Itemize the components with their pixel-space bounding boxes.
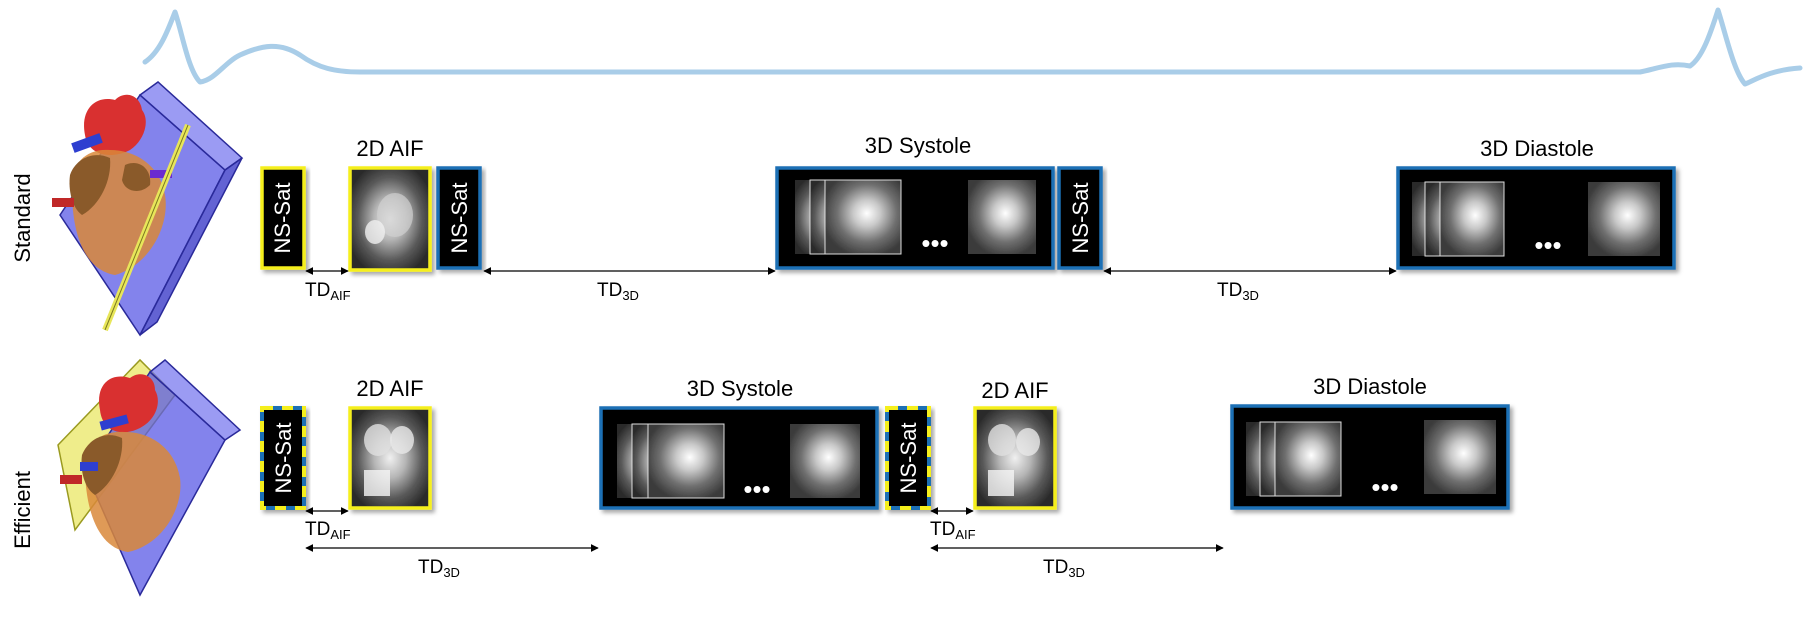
delay-label-td-3d: TD3D bbox=[418, 557, 460, 580]
delay-label-td-aif: TDAIF bbox=[305, 519, 351, 542]
nssat-label: NS-Sat bbox=[271, 423, 296, 494]
delay-label-td-3d: TD3D bbox=[1217, 280, 1259, 303]
nssat-block-dashed: NS-Sat bbox=[260, 406, 306, 510]
aif-image-block bbox=[973, 406, 1057, 510]
block-title-3d-diastole: 3D Diastole bbox=[1480, 136, 1594, 161]
heart-illustration-standard bbox=[52, 81, 244, 337]
delay-label-td-3d: TD3D bbox=[1043, 557, 1085, 580]
ecg-trace bbox=[142, 7, 1803, 87]
aif-image-block bbox=[348, 406, 432, 510]
block-title-2d-aif: 2D AIF bbox=[356, 376, 423, 401]
delay-label-td-aif: TDAIF bbox=[305, 280, 351, 303]
nssat-block-blue: NS-Sat bbox=[436, 166, 482, 270]
3d-diastole-block: ••• bbox=[1230, 404, 1510, 510]
nssat-label: NS-Sat bbox=[447, 183, 472, 254]
3d-diastole-block: ••• bbox=[1396, 166, 1676, 270]
aif-image-block bbox=[348, 166, 432, 272]
block-title-3d-diastole: 3D Diastole bbox=[1313, 374, 1427, 399]
3d-systole-block: ••• bbox=[775, 166, 1055, 270]
delay-label-td-aif: TDAIF bbox=[930, 519, 976, 542]
ellipsis-dots: ••• bbox=[1371, 472, 1398, 502]
nssat-label: NS-Sat bbox=[1068, 183, 1093, 254]
nssat-label: NS-Sat bbox=[896, 423, 921, 494]
delay-label-td-3d: TD3D bbox=[597, 280, 639, 303]
block-title-3d-systole: 3D Systole bbox=[687, 376, 793, 401]
block-title-3d-systole: 3D Systole bbox=[865, 133, 971, 158]
nssat-block-blue: NS-Sat bbox=[1057, 166, 1103, 270]
ellipsis-dots: ••• bbox=[921, 228, 948, 258]
heart-illustration-efficient bbox=[57, 358, 242, 597]
row-label-standard: Standard bbox=[10, 173, 35, 262]
nssat-block-yellow: NS-Sat bbox=[260, 166, 306, 270]
block-title-2d-aif: 2D AIF bbox=[356, 136, 423, 161]
3d-systole-block: ••• bbox=[599, 406, 879, 510]
block-title-2d-aif: 2D AIF bbox=[981, 378, 1048, 403]
row-label-efficient: Efficient bbox=[10, 471, 35, 549]
ellipsis-dots: ••• bbox=[1534, 230, 1561, 260]
nssat-label: NS-Sat bbox=[270, 183, 295, 254]
nssat-block-dashed: NS-Sat bbox=[885, 406, 931, 510]
ellipsis-dots: ••• bbox=[743, 474, 770, 504]
